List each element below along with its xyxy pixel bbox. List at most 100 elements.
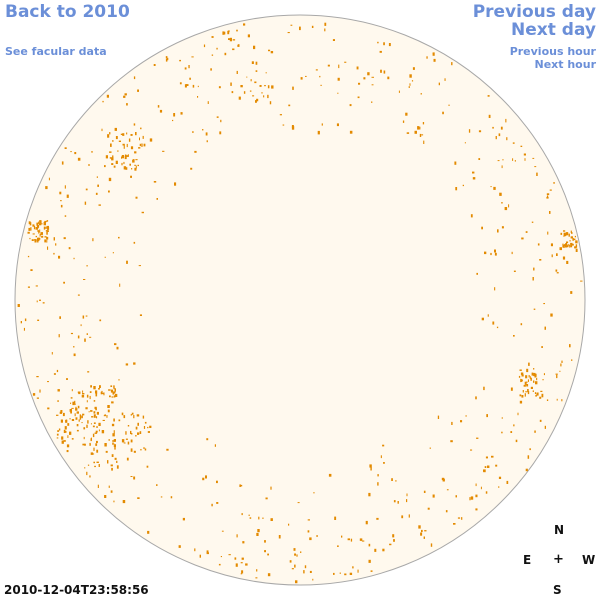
network-feature <box>75 417 78 420</box>
network-feature <box>67 435 69 438</box>
network-feature <box>134 151 137 154</box>
network-feature <box>307 530 310 533</box>
network-feature <box>255 70 258 72</box>
network-feature <box>291 568 294 570</box>
network-feature <box>32 224 35 227</box>
network-feature <box>130 433 133 435</box>
network-feature <box>565 233 568 236</box>
network-feature <box>137 164 139 167</box>
network-feature <box>515 439 518 443</box>
network-feature <box>542 379 544 381</box>
network-feature <box>483 469 485 472</box>
network-feature <box>108 190 110 193</box>
network-feature <box>115 136 118 140</box>
network-feature <box>510 431 513 433</box>
network-feature <box>411 80 414 82</box>
network-feature <box>336 123 339 127</box>
network-feature <box>70 332 73 335</box>
network-feature <box>98 429 100 432</box>
network-feature <box>535 394 537 397</box>
network-feature <box>570 242 573 245</box>
network-feature <box>139 137 140 141</box>
network-feature <box>122 133 125 136</box>
network-feature <box>94 465 96 468</box>
network-feature <box>64 185 66 189</box>
network-feature <box>216 47 218 50</box>
network-feature <box>349 130 353 134</box>
network-feature <box>101 128 103 132</box>
network-feature <box>555 373 558 375</box>
network-feature <box>96 449 99 453</box>
network-feature <box>214 444 216 447</box>
network-feature <box>138 147 141 149</box>
network-feature <box>530 386 533 389</box>
network-feature <box>350 538 353 542</box>
facular-data-link[interactable]: See facular data <box>5 45 107 58</box>
previous-hour-link[interactable]: Previous hour <box>509 45 596 58</box>
network-feature <box>88 164 90 166</box>
network-feature <box>123 161 125 165</box>
network-feature <box>63 429 66 433</box>
network-feature <box>295 580 298 584</box>
previous-day-link[interactable]: Previous day <box>472 2 596 22</box>
network-feature <box>377 41 379 44</box>
network-feature <box>525 231 528 233</box>
network-feature <box>75 406 77 410</box>
network-feature <box>98 464 100 467</box>
network-feature <box>39 220 42 222</box>
network-feature <box>86 394 89 398</box>
network-feature <box>556 272 559 274</box>
network-feature <box>205 132 208 136</box>
network-feature <box>524 381 527 385</box>
network-feature <box>207 101 209 104</box>
network-feature <box>570 236 573 239</box>
network-feature <box>39 220 42 224</box>
network-feature <box>190 167 193 170</box>
network-feature <box>297 502 300 504</box>
network-feature <box>370 467 372 471</box>
network-feature <box>442 111 444 115</box>
network-feature <box>398 90 400 93</box>
network-feature <box>240 562 243 564</box>
network-feature <box>236 29 238 32</box>
network-feature <box>256 98 259 102</box>
network-feature <box>113 444 116 447</box>
network-feature <box>143 143 146 147</box>
network-feature <box>41 223 43 225</box>
network-feature <box>337 92 339 94</box>
network-feature <box>131 168 133 170</box>
network-feature <box>526 384 529 387</box>
network-feature <box>192 131 194 133</box>
network-feature <box>58 255 61 259</box>
network-feature <box>475 483 477 487</box>
network-feature <box>73 353 76 357</box>
next-day-link[interactable]: Next day <box>511 20 596 40</box>
network-feature <box>71 407 74 409</box>
network-feature <box>83 279 86 280</box>
network-feature <box>170 496 173 499</box>
network-feature <box>126 132 128 135</box>
network-feature <box>34 239 36 243</box>
network-feature <box>35 227 38 230</box>
network-feature <box>521 379 523 381</box>
network-feature <box>421 134 424 136</box>
network-feature <box>77 294 80 296</box>
network-feature <box>35 235 37 238</box>
network-feature <box>527 455 530 459</box>
network-feature <box>575 248 578 252</box>
network-feature <box>269 101 272 105</box>
network-feature <box>116 346 119 350</box>
network-feature <box>205 475 207 479</box>
network-feature <box>123 166 127 170</box>
network-feature <box>59 316 61 319</box>
network-feature <box>357 96 360 99</box>
back-to-year-link[interactable]: Back to 2010 <box>5 2 130 22</box>
next-hour-link[interactable]: Next hour <box>534 58 597 71</box>
network-feature <box>156 198 158 200</box>
network-feature <box>110 385 113 387</box>
network-feature <box>359 538 363 541</box>
network-feature <box>421 529 423 533</box>
network-feature <box>319 75 321 78</box>
network-feature <box>144 421 147 424</box>
network-feature <box>382 444 385 447</box>
